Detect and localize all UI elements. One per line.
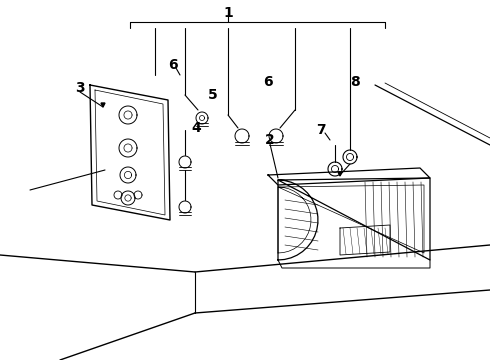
Text: 6: 6	[263, 75, 273, 89]
Polygon shape	[101, 103, 105, 107]
Text: 8: 8	[350, 75, 360, 89]
Text: 4: 4	[191, 121, 201, 135]
Text: 6: 6	[168, 58, 178, 72]
Text: 5: 5	[208, 88, 218, 102]
Text: 1: 1	[223, 6, 233, 20]
Text: 7: 7	[316, 123, 326, 137]
Polygon shape	[338, 172, 342, 176]
Text: 2: 2	[265, 133, 275, 147]
Text: 3: 3	[75, 81, 85, 95]
